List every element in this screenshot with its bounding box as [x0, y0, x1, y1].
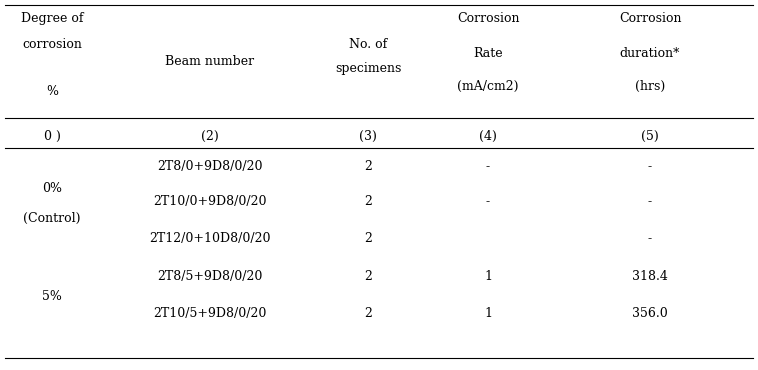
Text: %: %	[46, 85, 58, 98]
Text: 2T8/5+9D8/0/20: 2T8/5+9D8/0/20	[158, 270, 263, 283]
Text: Degree of: Degree of	[20, 12, 83, 25]
Text: (mA/cm2): (mA/cm2)	[457, 80, 518, 93]
Text: 2: 2	[364, 160, 372, 173]
Text: (Control): (Control)	[23, 212, 81, 225]
Text: duration*: duration*	[620, 47, 680, 60]
Text: No. of: No. of	[349, 38, 387, 51]
Text: Corrosion: Corrosion	[457, 12, 519, 25]
Text: corrosion: corrosion	[22, 38, 82, 51]
Text: (5): (5)	[641, 130, 659, 143]
Text: 2T12/0+10D8/0/20: 2T12/0+10D8/0/20	[149, 232, 271, 245]
Text: 2: 2	[364, 307, 372, 320]
Text: 2T8/0+9D8/0/20: 2T8/0+9D8/0/20	[157, 160, 263, 173]
Text: (3): (3)	[359, 130, 377, 143]
Text: Rate: Rate	[473, 47, 503, 60]
Text: Corrosion: Corrosion	[619, 12, 681, 25]
Text: 5%: 5%	[42, 290, 62, 303]
Text: 0 ): 0 )	[43, 130, 61, 143]
Text: (4): (4)	[479, 130, 497, 143]
Text: 318.4: 318.4	[632, 270, 668, 283]
Text: -: -	[486, 195, 490, 208]
Text: 1: 1	[484, 270, 492, 283]
Text: -: -	[648, 160, 652, 173]
Text: -: -	[648, 232, 652, 245]
Text: 2T10/0+9D8/0/20: 2T10/0+9D8/0/20	[153, 195, 267, 208]
Text: 2T10/5+9D8/0/20: 2T10/5+9D8/0/20	[153, 307, 267, 320]
Text: 2: 2	[364, 232, 372, 245]
Text: 356.0: 356.0	[632, 307, 668, 320]
Text: 1: 1	[484, 307, 492, 320]
Text: Beam number: Beam number	[165, 55, 255, 68]
Text: 2: 2	[364, 270, 372, 283]
Text: 0%: 0%	[42, 182, 62, 195]
Text: -: -	[648, 195, 652, 208]
Text: 2: 2	[364, 195, 372, 208]
Text: specimens: specimens	[335, 62, 401, 75]
Text: (hrs): (hrs)	[635, 80, 665, 93]
Text: (2): (2)	[201, 130, 219, 143]
Text: -: -	[486, 160, 490, 173]
